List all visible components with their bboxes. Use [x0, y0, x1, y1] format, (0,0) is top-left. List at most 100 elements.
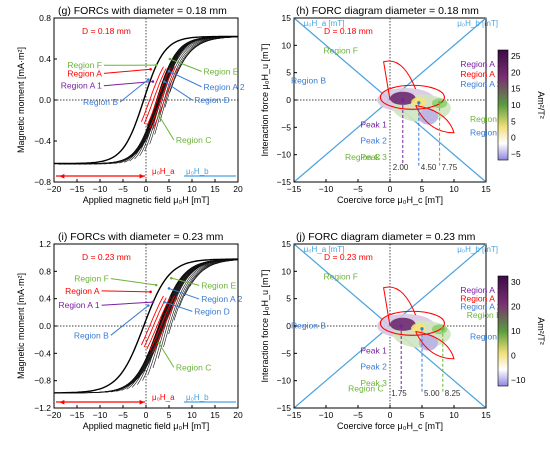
region-arrow: [110, 305, 149, 336]
region-arrow-head: [149, 290, 152, 294]
y-tick-label: 0.8: [39, 266, 51, 276]
region-label: Region F: [67, 60, 102, 70]
region-label: Region C: [348, 384, 383, 394]
region-label: Region F: [74, 274, 109, 284]
x-tick-label: 10: [187, 410, 197, 420]
peak-label: Peak 1: [360, 345, 387, 355]
hb-diag-label: μ₀H_b [mT]: [457, 245, 498, 254]
ha-arrow-left: ◄: [58, 172, 66, 181]
region-arrow: [171, 277, 200, 286]
colorbar-unit: Am²/T²: [536, 317, 546, 345]
region-a-contour: [379, 84, 445, 110]
colorbar-tick: 5: [511, 116, 516, 126]
region-label: Region C: [345, 152, 380, 162]
peak-marker: [441, 327, 445, 331]
x-tick-label: −5: [353, 184, 363, 194]
x-tick-label: 5: [167, 410, 172, 420]
peak-marker: [438, 101, 442, 105]
peak-label: Peak 2: [360, 136, 387, 146]
peak-value: 5.00: [424, 389, 440, 398]
region-label: Region A 1: [460, 59, 501, 69]
region-label: Region E: [467, 310, 502, 320]
x-axis-label: Applied magnetic field μ₀H [mT]: [83, 195, 209, 205]
region-arrow: [158, 115, 175, 141]
region-label: Region A 1: [460, 285, 501, 295]
x-tick-label: −10: [319, 184, 334, 194]
y-axis-label: Magnetic moment [mA·m²]: [16, 47, 26, 153]
highlighted-forc: [146, 67, 171, 127]
region-arrow-head: [167, 287, 171, 290]
region-label: Region D: [470, 332, 505, 342]
panel-title: (g) FORCs with diameter = 0.18 mm: [58, 5, 227, 17]
hb-diag-label: μ₀H_b [mT]: [457, 19, 498, 28]
x-tick-label: 0: [388, 184, 393, 194]
panel-h: (h) FORC diagram diameter = 0.18 mm μ₀H_a…: [260, 5, 546, 205]
region-label: Region A: [67, 68, 102, 78]
region-label: Region D: [194, 95, 229, 105]
region-d-contour: [415, 104, 455, 134]
forc-curve: [184, 36, 239, 58]
colorbar-tick: 30: [511, 277, 521, 287]
region-arrow: [164, 301, 193, 312]
region-arrow-head: [163, 80, 166, 83]
y-tick-label: −10: [277, 376, 292, 386]
region-label: Region A 2: [460, 302, 501, 312]
highlighted-forc: [140, 295, 164, 346]
forc-density-blob: [411, 323, 427, 334]
ha-diag-label: μ₀H_a [mT]: [304, 245, 345, 254]
forc-density-blob: [390, 317, 416, 331]
y-tick-label: 10: [282, 266, 292, 276]
colorbar-tick: 15: [511, 84, 521, 94]
region-arrow-head: [157, 114, 161, 117]
peak-marker: [420, 327, 424, 331]
x-tick-label: −10: [319, 410, 334, 420]
y-tick-label: 15: [282, 13, 292, 23]
region-arrow-head: [167, 70, 171, 73]
y-tick-label: 0.4: [39, 294, 51, 304]
colorbar: [497, 49, 509, 161]
forc-density-blob: [418, 334, 438, 351]
x-tick-label: −15: [287, 410, 302, 420]
y-tick-label: −5: [281, 122, 291, 132]
peak-marker: [417, 101, 421, 105]
region-label: Region A 2: [460, 79, 501, 89]
x-tick-label: 5: [420, 184, 425, 194]
y-tick-label: −15: [277, 177, 292, 187]
y-tick-label: 0: [286, 321, 291, 331]
region-arrow: [101, 290, 151, 293]
hb-label: μ₀H_b: [186, 167, 209, 176]
hb-label: μ₀H_b: [186, 393, 209, 402]
colorbar-tick: −5: [511, 149, 521, 159]
panel-title: (j) FORC diagram diameter = 0.23 mm: [296, 231, 476, 243]
colorbar: [497, 275, 509, 387]
colorbar-tick: −10: [511, 375, 526, 385]
x-tick-label: 10: [449, 410, 459, 420]
region-label: Region F: [324, 46, 359, 56]
ha-arrow-right: ►: [138, 172, 146, 181]
region-label: Region D: [194, 306, 229, 316]
peak-marker: [399, 324, 403, 328]
colorbar-tick: 0: [511, 351, 516, 361]
region-label: Region B: [291, 321, 326, 331]
x-tick-label: 15: [210, 184, 220, 194]
y-tick-label: 10: [282, 40, 292, 50]
colorbar-unit: Am²/T²: [536, 91, 546, 119]
colorbar-tick: 25: [511, 51, 521, 61]
peak-label: Peak 2: [360, 362, 387, 372]
y-tick-label: −5: [281, 348, 291, 358]
region-arrow-head: [151, 300, 155, 304]
y-tick-label: −10: [277, 150, 292, 160]
region-label: Region A 1: [58, 300, 99, 310]
panel-i: (i) FORCs with diameter = 0.23 mm Region …: [16, 231, 243, 431]
y-tick-label: −0.4: [34, 136, 51, 146]
x-tick-label: 20: [233, 184, 243, 194]
region-label: Region D: [470, 128, 505, 138]
region-arrow-head: [147, 304, 150, 307]
region-arrow-head: [163, 300, 166, 304]
peak-label: Peak 1: [360, 119, 387, 129]
panel-title: (h) FORC diagram diameter = 0.18 mm: [296, 5, 479, 17]
region-arrow: [168, 287, 200, 300]
y-axis-label: Magnetic moment [mA·m²]: [16, 273, 26, 379]
region-label: Region A 1: [61, 81, 102, 91]
